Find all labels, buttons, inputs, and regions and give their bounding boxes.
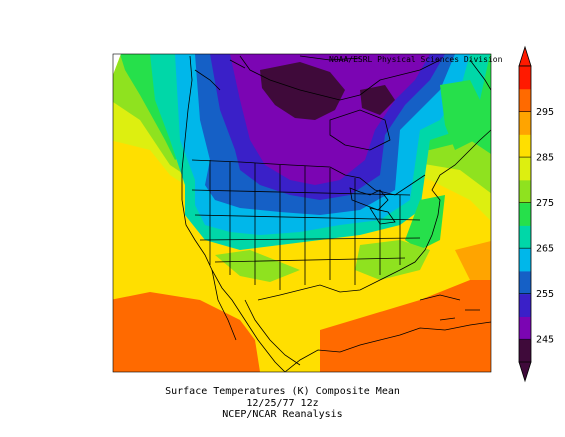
colorbar-segment bbox=[519, 111, 531, 135]
colorbar-label: 295 bbox=[536, 107, 554, 118]
colorbar-segment bbox=[519, 202, 531, 226]
colorbar-frame bbox=[518, 65, 532, 363]
caption: Surface Temperatures (K) Composite Mean … bbox=[0, 386, 565, 421]
colorbar-label: 245 bbox=[536, 335, 554, 346]
colorbar-label: 275 bbox=[536, 198, 554, 209]
colorbar-segment bbox=[519, 88, 531, 113]
caption-date: 12/25/77 12z bbox=[246, 397, 319, 409]
colorbar-segment bbox=[519, 157, 531, 181]
credit-text: NOAA/ESRL Physical Sciences Division bbox=[329, 55, 503, 64]
colorbar: 245 255 265 275 285 295 bbox=[518, 45, 554, 383]
colorbar-labels: 245 255 265 275 285 295 bbox=[519, 107, 554, 346]
colorbar-segment bbox=[519, 248, 531, 272]
colorbar-segment bbox=[519, 225, 531, 249]
colorbar-segment bbox=[519, 339, 531, 363]
map-frame bbox=[112, 53, 492, 373]
colorbar-bottom-arrow bbox=[518, 361, 532, 383]
colorbar-label: 285 bbox=[536, 153, 554, 164]
colorbar-segments bbox=[519, 66, 531, 363]
caption-title: Surface Temperatures (K) Composite Mean bbox=[165, 386, 400, 397]
colorbar-segment bbox=[519, 66, 531, 90]
temperature-field bbox=[113, 54, 491, 372]
colorbar-segment bbox=[519, 179, 531, 204]
colorbar-top-arrow bbox=[518, 45, 532, 67]
colorbar-label: 265 bbox=[536, 244, 554, 255]
colorbar-label: 255 bbox=[536, 289, 554, 300]
caption-source: NCEP/NCAR Reanalysis bbox=[222, 409, 343, 420]
map-outlines bbox=[181, 55, 491, 372]
colorbar-segment bbox=[519, 270, 531, 295]
colorbar-segment bbox=[519, 134, 531, 158]
colorbar-segment bbox=[519, 316, 531, 340]
colorbar-segment bbox=[519, 293, 531, 317]
